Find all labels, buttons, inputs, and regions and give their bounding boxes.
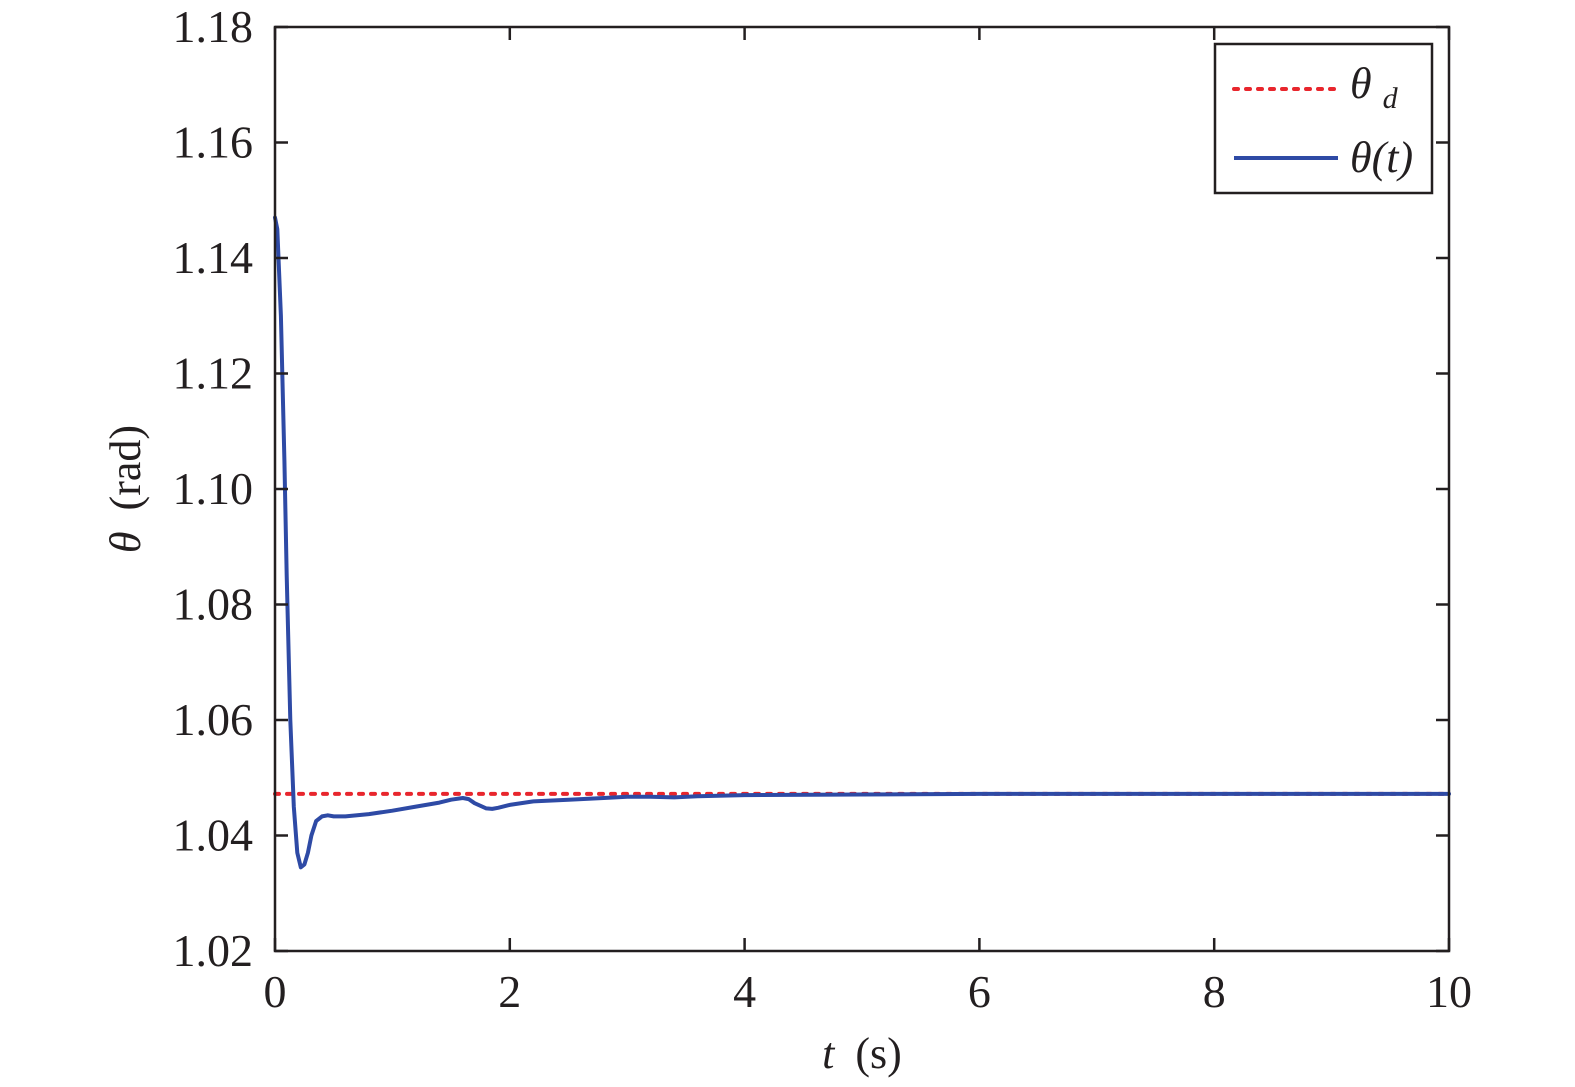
y-tick-label: 1.12 bbox=[173, 348, 254, 399]
x-axis-symbol: t bbox=[822, 1029, 836, 1078]
y-axis-label: θ (rad) bbox=[101, 425, 150, 553]
x-tick-label: 2 bbox=[498, 966, 521, 1017]
legend: θ d θ(t) bbox=[1213, 42, 1434, 195]
legend-label-theta-t: θ(t) bbox=[1350, 133, 1413, 182]
series-line-theta-t bbox=[273, 215, 1451, 870]
x-tick-label: 6 bbox=[968, 966, 991, 1017]
y-tick-label: 1.18 bbox=[173, 1, 254, 52]
legend-theta-t-symbol: θ bbox=[1350, 133, 1372, 182]
x-tick-label: 8 bbox=[1203, 966, 1226, 1017]
legend-box bbox=[1213, 42, 1434, 195]
x-axis-unit: (s) bbox=[855, 1029, 901, 1078]
y-tick-label: 1.14 bbox=[173, 232, 254, 283]
x-axis-label: t (s) bbox=[822, 1029, 902, 1078]
y-tick-label: 1.06 bbox=[173, 694, 254, 745]
y-axis-symbol: θ bbox=[101, 531, 150, 553]
legend-theta-t-suffix: (t) bbox=[1372, 133, 1414, 182]
series-layer bbox=[273, 215, 1451, 870]
legend-theta-d-subscript: d bbox=[1383, 82, 1399, 115]
y-tick-label: 1.08 bbox=[173, 579, 254, 630]
y-tick-label: 1.02 bbox=[173, 925, 254, 976]
x-tick-label: 0 bbox=[264, 966, 287, 1017]
y-tick-label: 1.04 bbox=[173, 810, 254, 861]
y-tick-label: 1.10 bbox=[173, 463, 254, 514]
x-tick-label: 4 bbox=[733, 966, 756, 1017]
legend-label-theta-d: θ d bbox=[1350, 59, 1399, 115]
axis-ticks: 0 2 4 6 8 10 1.02 1.04 1.06 1.08 1.10 1.12 1.14 1.16 1… bbox=[173, 1, 1473, 1017]
legend-theta-d-symbol: θ bbox=[1350, 59, 1372, 108]
y-axis-unit: (rad) bbox=[101, 425, 150, 511]
y-tick-label: 1.16 bbox=[173, 117, 254, 168]
x-tick-label: 10 bbox=[1426, 966, 1472, 1017]
